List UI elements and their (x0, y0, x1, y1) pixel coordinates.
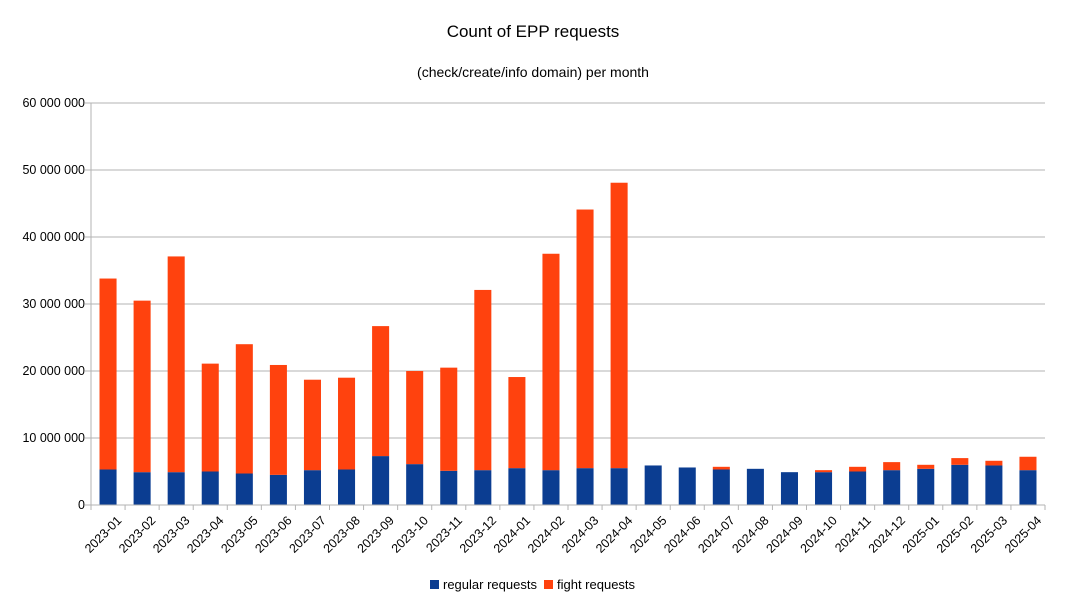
bar-regular-requests-2024-09 (780, 472, 798, 505)
chart-title: Count of EPP requests (447, 22, 620, 41)
bar-fight-requests-2023-05 (235, 344, 253, 474)
bar-regular-requests-2023-01 (99, 469, 117, 505)
bar-fight-requests-2023-08 (338, 377, 356, 470)
bar-regular-requests-2023-03 (167, 472, 185, 505)
axes (90, 103, 1046, 510)
bar-fight-requests-2024-07 (712, 466, 730, 470)
bar-fight-requests-2023-12 (474, 289, 492, 471)
bar-regular-requests-2023-02 (133, 472, 151, 505)
bar-regular-requests-2024-02 (542, 470, 560, 505)
bar-fight-requests-2024-10 (815, 470, 833, 473)
y-tick-label: 60 000 000 (22, 96, 85, 110)
bar-regular-requests-2023-07 (303, 470, 321, 505)
bar-fight-requests-2025-04 (1019, 456, 1037, 471)
bar-regular-requests-2023-04 (201, 471, 219, 505)
bar-regular-requests-2023-06 (269, 474, 287, 505)
legend-label: fight requests (557, 577, 636, 592)
x-tick-labels: 2023-012023-022023-032023-042023-052023-… (82, 513, 1044, 555)
bar-fight-requests-2024-12 (883, 462, 901, 471)
bar-fight-requests-2024-04 (610, 182, 628, 469)
legend-swatch (544, 580, 553, 589)
y-tick-labels: 0 10 000 000 20 000 000 30 000 000 40 000 00… (22, 96, 85, 512)
bar-fight-requests-2025-02 (951, 458, 969, 465)
bar-fight-requests-2024-11 (849, 466, 867, 472)
x-tick-label: 2024-09 (763, 513, 805, 555)
x-tick-label: 2023-05 (218, 513, 260, 555)
x-tick-label: 2023-08 (321, 513, 363, 555)
x-tick-label: 2025-03 (968, 513, 1010, 555)
bar-fight-requests-2025-03 (985, 460, 1003, 466)
x-tick-label: 2024-10 (798, 513, 840, 555)
bar-fight-requests-2023-09 (372, 326, 390, 457)
bar-regular-requests-2025-03 (985, 465, 1003, 505)
bar-fight-requests-2024-01 (508, 377, 526, 469)
bar-fight-requests-2023-11 (440, 367, 458, 471)
bar-regular-requests-2024-01 (508, 468, 526, 505)
bar-regular-requests-2025-02 (951, 464, 969, 505)
bar-regular-requests-2025-01 (917, 468, 935, 505)
bar-fight-requests-2023-07 (303, 379, 321, 471)
x-tick-label: 2024-07 (695, 513, 737, 555)
chart-subtitle: (check/create/info domain) per month (417, 64, 649, 80)
bar-fight-requests-2023-10 (406, 371, 424, 465)
x-tick-label: 2024-01 (491, 513, 533, 555)
y-tick-label: 10 000 000 (22, 431, 85, 445)
x-tick-label: 2024-05 (627, 513, 669, 555)
bar-fight-requests-2023-06 (269, 364, 287, 475)
x-tick-label: 2023-10 (389, 513, 431, 555)
bars (99, 182, 1037, 505)
bar-fight-requests-2024-02 (542, 253, 560, 471)
y-tick-label: 0 (78, 498, 85, 512)
x-tick-label: 2023-12 (457, 513, 499, 555)
x-tick-label: 2024-04 (593, 513, 635, 555)
bar-regular-requests-2024-06 (678, 467, 696, 505)
y-tick-label: 50 000 000 (22, 163, 85, 177)
bar-fight-requests-2023-01 (99, 278, 117, 470)
bar-regular-requests-2023-05 (235, 473, 253, 505)
x-tick-label: 2024-02 (525, 513, 567, 555)
bar-fight-requests-2023-04 (201, 363, 219, 472)
x-tick-label: 2025-04 (1002, 513, 1044, 555)
x-tick-label: 2024-06 (661, 513, 703, 555)
x-tick-label: 2023-01 (82, 513, 124, 555)
bar-regular-requests-2023-11 (440, 470, 458, 505)
bar-regular-requests-2023-09 (372, 456, 390, 505)
x-tick-label: 2024-03 (559, 513, 601, 555)
y-tick-label: 40 000 000 (22, 230, 85, 244)
x-tick-label: 2024-12 (866, 513, 908, 555)
bar-regular-requests-2024-03 (576, 468, 594, 505)
legend: regular requests fight requests (430, 577, 636, 592)
bar-regular-requests-2024-04 (610, 468, 628, 505)
y-tick-label: 30 000 000 (22, 297, 85, 311)
bar-regular-requests-2024-07 (712, 469, 730, 505)
legend-swatch (430, 580, 439, 589)
legend-label: regular requests (443, 577, 537, 592)
bar-fight-requests-2024-03 (576, 209, 594, 469)
x-tick-label: 2023-06 (252, 513, 294, 555)
bar-regular-requests-2024-08 (746, 468, 764, 505)
bar-regular-requests-2023-10 (406, 464, 424, 505)
y-gridlines (85, 102, 1045, 506)
bar-regular-requests-2024-10 (815, 472, 833, 505)
bar-regular-requests-2024-11 (849, 471, 867, 505)
bar-regular-requests-2024-12 (883, 470, 901, 505)
y-tick-label: 20 000 000 (22, 364, 85, 378)
x-tick-label: 2023-02 (116, 513, 158, 555)
x-tick-label: 2023-09 (355, 513, 397, 555)
bar-regular-requests-2024-05 (644, 465, 662, 505)
bar-fight-requests-2023-03 (167, 256, 185, 473)
x-tick-label: 2023-07 (286, 513, 328, 555)
x-tick-label: 2023-03 (150, 513, 192, 555)
bar-fight-requests-2025-01 (917, 464, 935, 469)
x-tick-label: 2025-01 (900, 513, 942, 555)
bar-regular-requests-2025-04 (1019, 470, 1037, 505)
x-tick-label: 2024-08 (729, 513, 771, 555)
bar-regular-requests-2023-12 (474, 470, 492, 505)
x-tick-label: 2023-04 (184, 513, 226, 555)
bar-regular-requests-2023-08 (338, 469, 356, 505)
bar-fight-requests-2023-02 (133, 300, 151, 473)
x-tick-label: 2025-02 (934, 513, 976, 555)
